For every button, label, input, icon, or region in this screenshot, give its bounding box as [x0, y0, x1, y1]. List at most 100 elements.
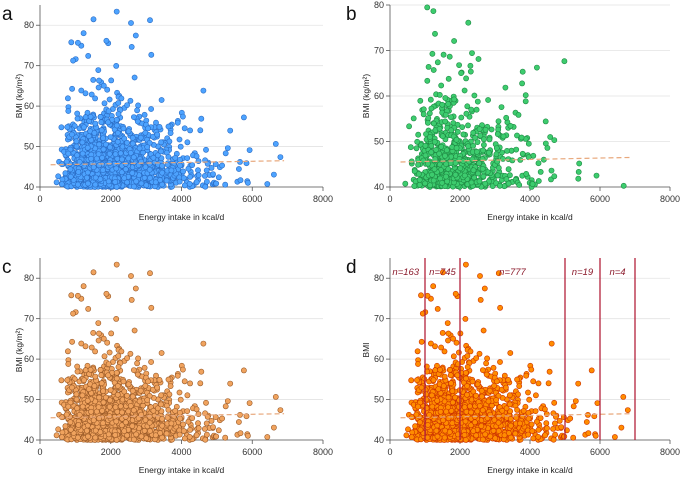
scatter-point	[436, 150, 443, 157]
scatter-point	[119, 409, 125, 416]
scatter-point	[113, 436, 120, 443]
scatter-point	[92, 120, 99, 127]
scatter-point	[470, 129, 477, 136]
scatter-point	[158, 401, 164, 408]
scatter-point	[575, 168, 582, 175]
scatter-point	[465, 143, 472, 150]
scatter-point	[235, 419, 242, 425]
scatter-point	[80, 30, 87, 37]
scatter-point	[458, 70, 464, 76]
scatter-point	[85, 180, 91, 187]
scatter-point	[187, 380, 193, 387]
scatter-point	[561, 58, 568, 65]
scatter-point	[200, 340, 207, 347]
scatter-point	[168, 420, 175, 427]
scatter-point	[105, 431, 112, 438]
scatter-point	[471, 92, 478, 99]
scatter-points	[53, 8, 284, 190]
scatter-point	[533, 392, 539, 399]
x-axis-title: Energy intake in kcal/d	[139, 212, 225, 222]
scatter-point	[96, 77, 102, 84]
scatter-point	[58, 377, 65, 384]
scatter-point	[148, 106, 154, 112]
scatter-point	[98, 127, 105, 134]
scatter-point	[105, 178, 112, 185]
scatter-point	[535, 380, 542, 387]
scatter-point	[402, 180, 409, 187]
scatter-point	[146, 419, 153, 426]
scatter-point	[69, 338, 75, 345]
scatter-point	[451, 96, 458, 103]
x-axis-title: Energy intake in kcal/d	[487, 465, 573, 475]
scatter-point	[74, 115, 81, 122]
scatter-point	[448, 127, 455, 134]
scatter-point	[135, 102, 141, 109]
scatter-point	[106, 96, 113, 103]
scatter-point	[222, 181, 229, 188]
scatter-point	[177, 396, 184, 403]
scatter-point	[473, 106, 480, 113]
scatter-point	[203, 420, 210, 427]
scatter-point	[476, 160, 482, 167]
scatter-point	[113, 63, 120, 69]
scatter-point	[65, 361, 72, 367]
scatter-point	[90, 164, 97, 171]
scatter-point	[485, 97, 491, 103]
scatter-point	[114, 391, 121, 398]
scatter-point	[264, 434, 271, 440]
scatter-point	[129, 423, 136, 429]
scatter-point	[468, 106, 475, 113]
x-tick-label: 2000	[101, 447, 121, 457]
scatter-point	[195, 167, 201, 174]
scatter-point	[124, 102, 130, 108]
scatter-point	[88, 155, 94, 162]
y-tick-label: 80	[24, 20, 34, 30]
scatter-point	[177, 415, 183, 422]
scatter-point	[193, 432, 200, 439]
scatter-point	[195, 425, 202, 432]
scatter-point	[411, 183, 418, 189]
scatter-point	[480, 141, 487, 148]
scatter-point	[442, 118, 449, 125]
scatter-point	[74, 152, 80, 159]
x-tick-label: 4000	[520, 194, 540, 204]
scatter-point	[90, 329, 97, 336]
scatter-point	[193, 406, 200, 413]
scatter-point	[70, 310, 76, 317]
y-tick-label: 60	[374, 91, 384, 101]
scatter-point	[69, 131, 75, 138]
scatter-point	[420, 111, 427, 118]
scatter-point	[504, 147, 510, 154]
scatter-point	[422, 142, 429, 149]
scatter-point	[165, 406, 172, 413]
scatter-point	[96, 141, 102, 148]
y-axis-title: BMI	[361, 342, 371, 357]
scatter-point	[542, 118, 549, 125]
scatter-point	[64, 124, 71, 130]
scatter-point	[65, 348, 71, 355]
scatter-point	[95, 67, 102, 73]
scatter-point	[154, 384, 161, 391]
scatter-point	[74, 368, 81, 375]
scatter-point	[452, 171, 459, 178]
x-tick-label: 0	[387, 194, 392, 204]
scatter-point	[96, 330, 102, 337]
scatter-point	[73, 143, 80, 150]
scatter-point	[212, 161, 219, 167]
scatter-point	[112, 404, 119, 411]
scatter-point	[63, 158, 70, 165]
scatter-point	[525, 389, 531, 396]
scatter-point	[75, 169, 82, 175]
scatter-point	[208, 417, 215, 424]
scatter-point	[81, 124, 87, 130]
scatter-point	[410, 115, 417, 122]
scatter-point	[424, 119, 431, 126]
scatter-point	[95, 84, 102, 91]
scatter-point	[213, 433, 220, 440]
scatter-point	[546, 368, 553, 375]
scatter-point	[522, 92, 529, 99]
scatter-point	[503, 114, 510, 121]
scatter-point	[181, 182, 188, 189]
scatter-point	[179, 113, 186, 120]
scatter-point	[208, 164, 215, 171]
